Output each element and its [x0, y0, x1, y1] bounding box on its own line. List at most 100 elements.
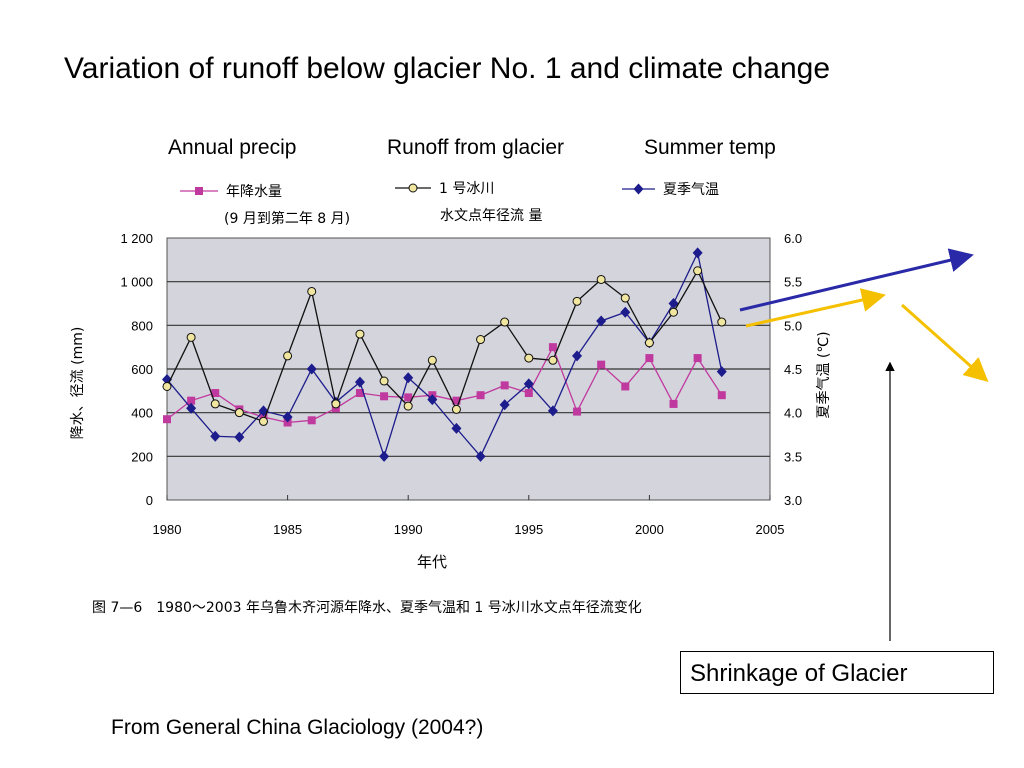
- legend-label: 夏季气温: [663, 182, 719, 198]
- data-point-circle: [524, 353, 534, 363]
- figure-caption: 图 7—6 1980～2003 年乌鲁木齐河源年降水、夏季气温和 1 号冰川水文…: [92, 600, 642, 616]
- data-point-circle: [210, 399, 220, 409]
- data-point-circle: [669, 307, 679, 317]
- y-left-tick-label: 600: [131, 362, 153, 377]
- data-point-square: [669, 399, 678, 408]
- y-left-tick-label: 800: [131, 318, 153, 333]
- data-point-circle: [162, 381, 172, 391]
- data-point-diamond: [403, 372, 414, 384]
- data-point-circle: [403, 401, 413, 411]
- y-left-tick-label: 400: [131, 406, 153, 421]
- trend-arrow-runoff-up: [745, 288, 886, 328]
- data-point-square: [355, 389, 364, 398]
- data-point-square: [380, 392, 389, 401]
- data-point-square: [621, 382, 630, 391]
- data-point-circle: [283, 351, 293, 361]
- y-right-tick-label: 6.0: [784, 231, 802, 246]
- data-point-square: [476, 391, 485, 400]
- data-point-circle: [234, 408, 244, 418]
- caption-summer-temp: Summer temp: [644, 136, 776, 159]
- data-point-circle: [717, 317, 727, 327]
- legend-marker-circle: [408, 183, 418, 193]
- data-point-circle: [355, 329, 365, 339]
- data-point-diamond: [234, 431, 245, 443]
- data-point-diamond: [451, 422, 462, 434]
- data-point-square: [717, 391, 726, 400]
- y-left-tick-label: 0: [146, 493, 153, 508]
- data-point-circle: [620, 293, 630, 303]
- x-tick-label: 2000: [635, 522, 664, 537]
- data-point-square: [307, 416, 316, 425]
- data-point-diamond: [596, 315, 607, 327]
- data-point-square: [404, 393, 413, 402]
- data-point-diamond: [379, 450, 390, 462]
- data-point-square: [645, 354, 654, 363]
- data-point-diamond: [282, 411, 293, 423]
- data-point-diamond: [186, 402, 197, 414]
- x-tick-label: 1980: [153, 522, 182, 537]
- data-point-square: [597, 360, 606, 369]
- data-point-circle: [572, 296, 582, 306]
- y-right-tick-label: 4.5: [784, 362, 802, 377]
- y-right-tick-label: 3.0: [784, 493, 802, 508]
- data-point-square: [163, 415, 171, 424]
- data-point-circle: [307, 286, 317, 296]
- y-left-tick-label: 200: [131, 449, 153, 464]
- trend-arrow-runoff-down: [901, 303, 989, 382]
- data-point-diamond: [475, 450, 486, 462]
- data-point-diamond: [692, 247, 703, 259]
- data-point-circle: [258, 416, 268, 426]
- data-point-diamond: [210, 430, 221, 442]
- series-line-diamond: [166, 250, 723, 459]
- y-right-tick-label: 5.5: [784, 275, 802, 290]
- y-left-axis-title: 降水、径流 (mm): [70, 327, 86, 440]
- legend-label: 1 号冰川: [439, 181, 494, 197]
- y-left-tick-label: 1 200: [120, 231, 153, 246]
- data-point-circle: [644, 338, 654, 348]
- legend-marker-square: [195, 187, 203, 195]
- data-point-circle: [693, 266, 703, 276]
- y-left-tick-label: 1 000: [120, 275, 153, 290]
- data-point-diamond: [354, 376, 365, 388]
- shrinkage-label-box: Shrinkage of Glacier: [680, 651, 994, 694]
- data-point-circle: [451, 404, 461, 414]
- source-citation: From General China Glaciology (2004?): [111, 716, 484, 739]
- y-right-tick-label: 4.0: [784, 406, 802, 421]
- data-point-diamond: [668, 298, 679, 309]
- x-axis-title: 年代: [417, 553, 447, 571]
- legend-sublabel: 水文点年径流 量: [440, 208, 542, 224]
- data-point-diamond: [427, 394, 438, 406]
- legend-label: 年降水量: [226, 184, 282, 200]
- data-point-square: [452, 396, 461, 405]
- data-point-circle: [427, 355, 437, 365]
- y-right-tick-label: 3.5: [784, 449, 802, 464]
- data-point-diamond: [572, 350, 583, 362]
- caption-runoff: Runoff from glacier: [387, 136, 565, 159]
- data-point-square: [573, 407, 582, 416]
- x-tick-label: 1990: [394, 522, 423, 537]
- x-tick-label: 2005: [756, 522, 785, 537]
- data-point-diamond: [306, 363, 317, 375]
- slide-title: Variation of runoff below glacier No. 1 …: [64, 52, 831, 85]
- data-point-square: [500, 381, 509, 390]
- data-point-circle: [476, 335, 486, 345]
- data-point-square: [693, 354, 702, 363]
- data-point-square: [187, 396, 196, 405]
- trend-arrow-temp: [739, 248, 974, 312]
- y-right-axis-title: 夏季气温 (℃): [816, 331, 832, 418]
- data-point-circle: [500, 317, 510, 327]
- data-point-circle: [596, 274, 606, 284]
- legend-sublabel: (9 月到第二年 8 月): [224, 210, 350, 227]
- data-point-diamond: [716, 366, 727, 378]
- data-point-diamond: [620, 306, 631, 318]
- data-point-circle: [186, 332, 196, 342]
- data-point-circle: [379, 376, 389, 386]
- data-point-diamond: [523, 378, 534, 390]
- data-point-square: [211, 389, 220, 398]
- x-tick-label: 1995: [514, 522, 543, 537]
- x-tick-label: 1985: [273, 522, 302, 537]
- caption-annual-precip: Annual precip: [168, 136, 297, 159]
- data-point-circle: [548, 355, 558, 365]
- y-right-tick-label: 5.0: [784, 318, 802, 333]
